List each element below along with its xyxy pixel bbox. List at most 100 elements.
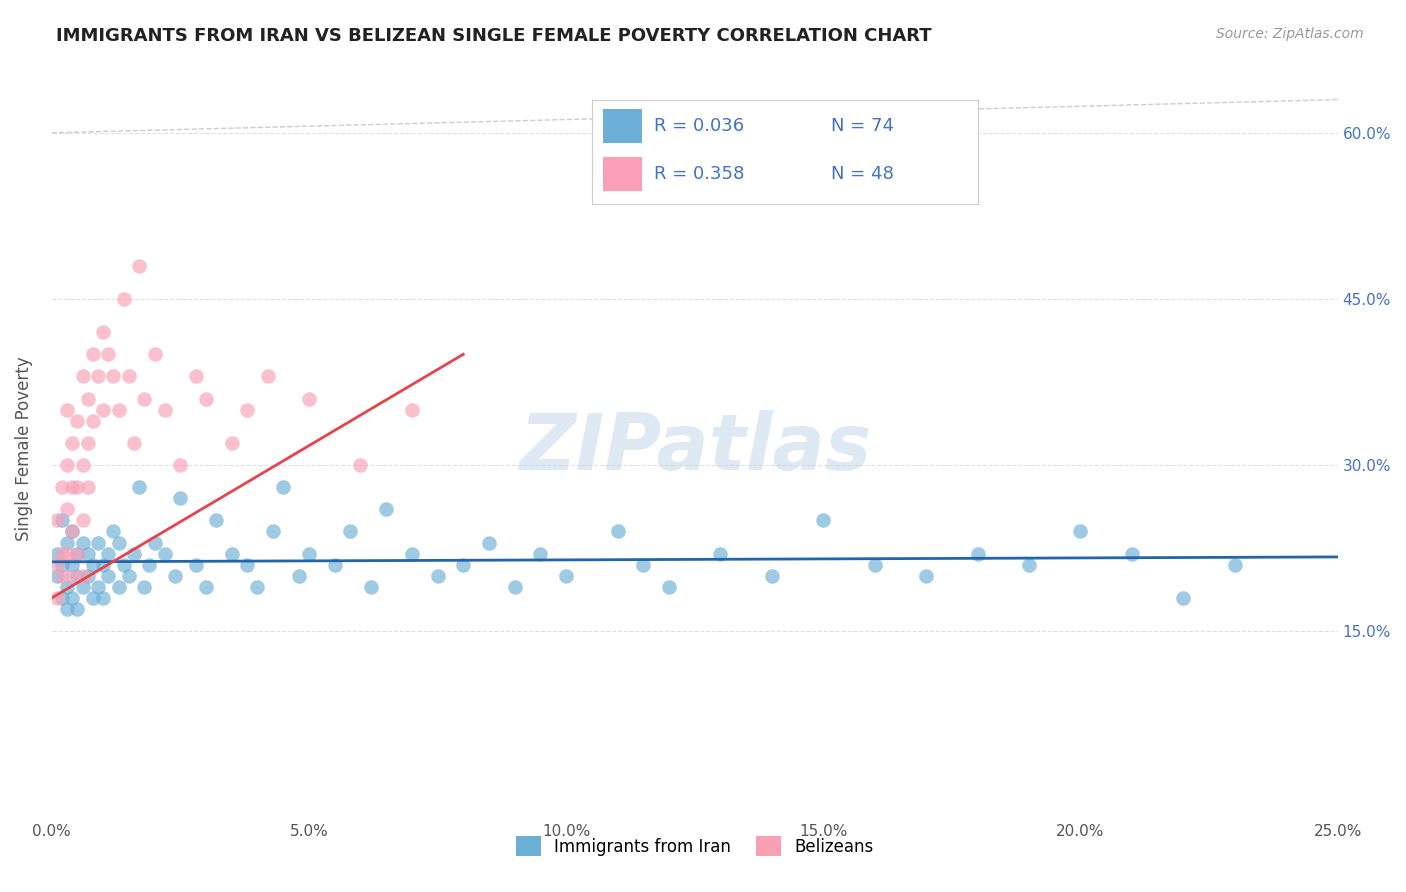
Point [205,513,228,527]
Point [72,568,94,582]
Point [401,402,423,417]
Point [375,502,398,516]
Point [633,558,655,572]
Point [87,580,110,594]
Point [165,568,187,582]
Point [323,558,346,572]
Point [87,535,110,549]
Point [107,402,129,417]
Point [56,547,79,561]
Point [184,369,207,384]
Point [271,480,294,494]
Point [122,547,145,561]
Point [45,558,67,572]
Point [262,524,284,539]
Text: Source: ZipAtlas.com: Source: ZipAtlas.com [1216,27,1364,41]
Point [195,580,218,594]
Point [1121,547,1143,561]
Point [82,558,104,572]
Point [82,591,104,605]
Point [97,547,120,561]
Point [60,558,83,572]
Point [51,591,73,605]
Point [56,580,79,594]
Point [60,524,83,539]
Point [60,480,83,494]
Point [112,292,135,306]
Point [658,580,681,594]
Point [91,325,114,339]
Point [221,547,243,561]
Point [97,568,120,582]
Point [51,480,73,494]
Point [143,347,166,361]
Point [51,568,73,582]
Point [349,458,371,472]
Point [76,392,98,406]
Point [66,480,89,494]
Point [103,524,125,539]
Point [60,591,83,605]
Point [298,547,321,561]
Point [66,602,89,616]
Point [118,369,141,384]
Point [606,524,628,539]
Point [51,513,73,527]
Point [153,402,176,417]
Point [45,547,67,561]
Point [56,458,79,472]
Point [56,535,79,549]
Point [813,513,835,527]
Point [91,591,114,605]
Point [195,392,218,406]
Point [134,392,156,406]
Point [91,558,114,572]
Point [87,369,110,384]
Point [45,591,67,605]
Y-axis label: Single Female Poverty: Single Female Poverty [15,356,32,541]
Text: ZIPatlas: ZIPatlas [519,410,870,486]
Point [555,568,578,582]
Point [72,458,94,472]
Point [138,558,160,572]
Point [1018,558,1040,572]
Point [66,568,89,582]
Point [72,369,94,384]
Point [221,436,243,450]
Point [76,547,98,561]
Point [478,535,501,549]
Point [184,558,207,572]
Point [122,436,145,450]
Point [72,580,94,594]
Point [256,369,278,384]
Point [863,558,886,572]
Point [503,580,526,594]
Point [246,580,269,594]
Point [72,513,94,527]
Point [97,347,120,361]
Point [103,369,125,384]
Point [236,558,259,572]
Point [134,580,156,594]
Point [60,436,83,450]
Point [56,502,79,516]
Point [72,535,94,549]
Point [915,568,938,582]
Point [91,402,114,417]
Point [128,259,150,273]
Legend: Immigrants from Iran, Belizeans: Immigrants from Iran, Belizeans [509,830,880,863]
Point [339,524,361,539]
Point [966,547,988,561]
Point [82,347,104,361]
Point [45,513,67,527]
Point [76,568,98,582]
Point [60,568,83,582]
Point [112,558,135,572]
Point [45,568,67,582]
Point [56,402,79,417]
Point [169,491,191,506]
Point [426,568,449,582]
Point [128,480,150,494]
Point [1223,558,1246,572]
Point [66,547,89,561]
